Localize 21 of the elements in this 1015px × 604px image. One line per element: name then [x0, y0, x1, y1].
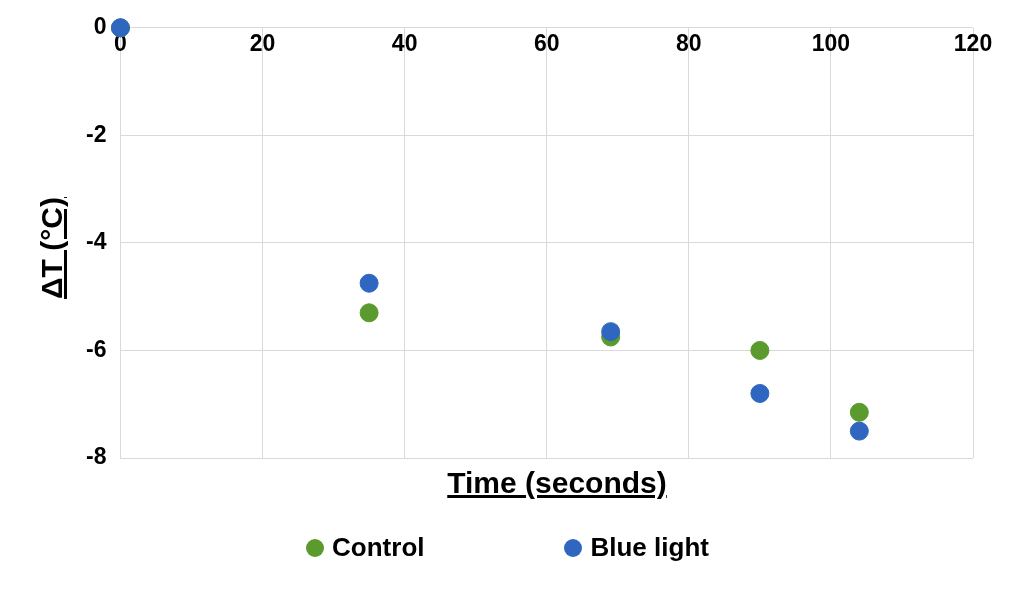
point — [849, 402, 869, 422]
y-tick-label: -6 — [86, 335, 107, 362]
point — [359, 273, 379, 293]
y-tick-label: -4 — [86, 228, 107, 255]
y-tick-label: -8 — [86, 443, 107, 470]
x-tick-label: 40 — [391, 29, 418, 56]
y-axis-title: ΔT (°C) — [35, 197, 69, 299]
point — [750, 340, 770, 360]
x-axis-title: Time (seconds) — [447, 466, 667, 500]
point — [750, 383, 770, 403]
x-tick-label: 100 — [811, 29, 851, 56]
x-tick-label: 60 — [533, 29, 560, 56]
y-tick-label: -2 — [86, 120, 107, 147]
point — [849, 421, 869, 441]
x-tick-label: 120 — [953, 29, 993, 56]
point — [601, 322, 621, 342]
legend-label: Blue light — [590, 532, 709, 563]
legend-label: Control — [332, 532, 425, 563]
x-tick-label: 80 — [676, 29, 702, 56]
x-tick-label: 20 — [249, 29, 276, 56]
point — [359, 303, 379, 323]
